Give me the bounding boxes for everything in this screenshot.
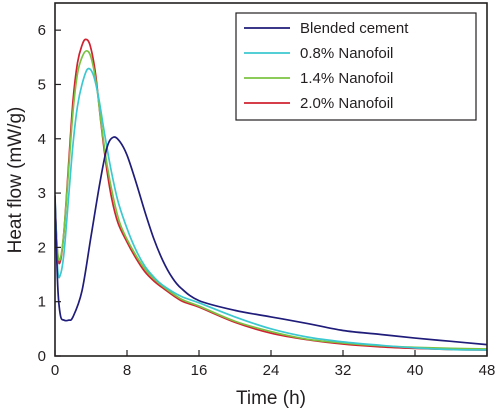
- x-tick-label-1: 8: [123, 362, 131, 379]
- legend-label-0: Blended cement: [300, 20, 409, 37]
- series-line-2: [55, 49, 487, 350]
- y-tick-label-3: 3: [38, 185, 46, 202]
- x-axis-label: Time (h): [236, 388, 306, 409]
- legend: Blended cement 0.8% Nanofoil 1.4% Nanofoil…: [235, 12, 477, 121]
- x-tick-label-2: 16: [191, 362, 208, 379]
- x-tick-label-4: 32: [335, 362, 352, 379]
- series-line-0: [55, 136, 487, 346]
- y-tick-label-0: 0: [38, 348, 46, 365]
- y-tick-label-1: 1: [38, 294, 46, 311]
- y-tick-label-4: 4: [38, 131, 46, 148]
- y-tick-label-2: 2: [38, 239, 46, 256]
- ticks-layer: 0 8 16 24 32 40 48 0 1 2 3 4 5 6: [38, 22, 496, 379]
- x-tick-label-5: 40: [407, 362, 424, 379]
- legend-label-3: 2.0% Nanofoil: [300, 95, 393, 112]
- series-layer: [55, 38, 487, 351]
- series-line-1: [55, 67, 487, 351]
- y-tick-label-5: 5: [38, 76, 46, 93]
- legend-label-1: 0.8% Nanofoil: [300, 45, 393, 62]
- x-tick-label-3: 24: [263, 362, 280, 379]
- legend-label-2: 1.4% Nanofoil: [300, 70, 393, 87]
- x-tick-label-6: 48: [479, 362, 496, 379]
- y-axis-label: Heat flow (mW/g): [5, 107, 26, 254]
- x-tick-label-0: 0: [51, 362, 59, 379]
- y-tick-label-6: 6: [38, 22, 46, 39]
